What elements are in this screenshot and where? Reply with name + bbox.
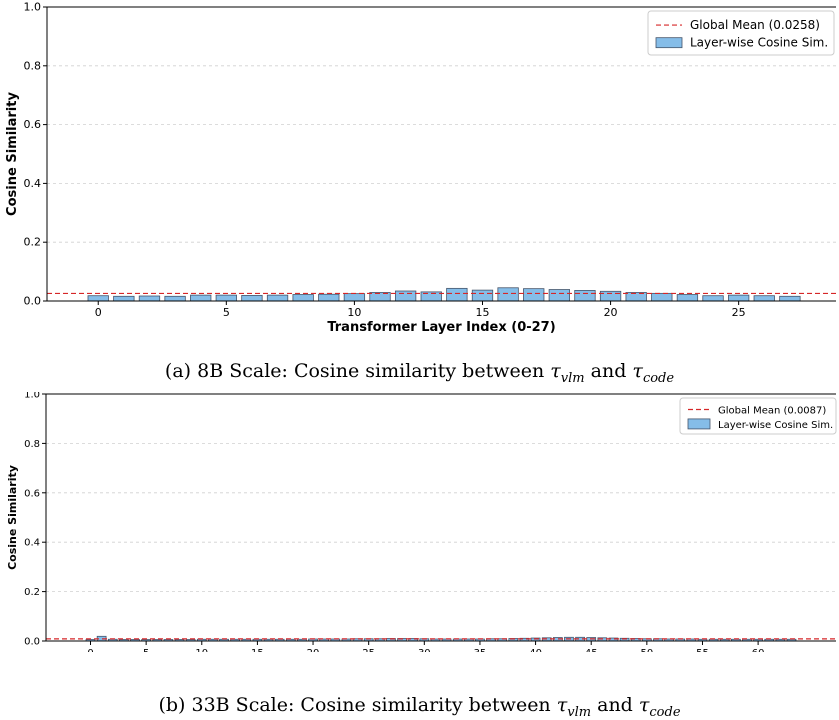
caption-mid: and bbox=[584, 360, 633, 382]
y-tick-label: 0.0 bbox=[24, 637, 40, 648]
tau-symbol: τ bbox=[638, 694, 650, 716]
bar bbox=[87, 295, 109, 302]
legend-box bbox=[679, 397, 837, 435]
tau-symbol: τ bbox=[556, 694, 568, 716]
bar bbox=[471, 289, 494, 302]
chart-panel-8b: 0.0 0.2 0.4 0.6 0.8 1.0 0 5 10 15 20 25 Transformer … bbox=[0, 0, 839, 340]
y-tick-label: 0.2 bbox=[24, 236, 42, 249]
caption-33b: (b) 33B Scale: Cosine similarity between… bbox=[0, 694, 839, 720]
y-axis-label: Cosine Similarity bbox=[5, 92, 20, 216]
legend-bar-swatch bbox=[655, 37, 683, 49]
x-tick-label: 50 bbox=[640, 648, 653, 652]
chart-8b: 0.0 0.2 0.4 0.6 0.8 1.0 0 5 10 15 20 25 Transformer … bbox=[5, 1, 836, 335]
tau-symbol: τ bbox=[632, 360, 643, 382]
x-tick-label: 55 bbox=[696, 648, 709, 652]
y-tick-label: 0.8 bbox=[24, 59, 42, 72]
bar bbox=[523, 288, 545, 302]
x-tick-label: 15 bbox=[251, 648, 264, 652]
bar bbox=[497, 287, 519, 302]
y-tick-label: 0.6 bbox=[24, 488, 40, 499]
y-tick-label: 1.0 bbox=[24, 1, 42, 14]
x-tick-label: 30 bbox=[418, 648, 431, 652]
x-tick-label: 10 bbox=[347, 306, 361, 319]
bar bbox=[190, 294, 212, 302]
x-tick-label: 25 bbox=[362, 648, 375, 652]
tau-subscript: code bbox=[649, 704, 681, 720]
bar bbox=[113, 295, 135, 302]
bar bbox=[292, 294, 314, 302]
x-tick-label: 35 bbox=[474, 648, 487, 652]
bar bbox=[651, 292, 673, 302]
caption-prefix: (a) 8B Scale: Cosine similarity between bbox=[164, 360, 551, 382]
tau-subscript: vlm bbox=[567, 704, 592, 720]
bar bbox=[318, 293, 340, 302]
legend-bar-label: Layer-wise Cosine Sim. bbox=[718, 420, 833, 431]
y-tick-label: 0.0 bbox=[24, 295, 42, 308]
bar bbox=[574, 290, 596, 302]
y-tick-label: 0.4 bbox=[24, 177, 42, 190]
legend-mean-label: Global Mean (0.0258) bbox=[690, 18, 820, 32]
bar bbox=[343, 293, 366, 302]
bar bbox=[676, 294, 699, 302]
x-tick-label: 40 bbox=[529, 648, 542, 652]
legend-box bbox=[647, 10, 835, 56]
x-tick-label: 45 bbox=[585, 648, 598, 652]
bar bbox=[728, 294, 750, 302]
caption-8b: (a) 8B Scale: Cosine similarity between … bbox=[0, 360, 839, 386]
bar bbox=[138, 295, 161, 302]
x-tick-label: 20 bbox=[604, 306, 618, 319]
bar bbox=[215, 294, 237, 302]
tau-subscript: vlm bbox=[560, 370, 585, 386]
legend-bar-label: Layer-wise Cosine Sim. bbox=[690, 36, 828, 50]
tau-subscript: code bbox=[642, 370, 675, 386]
bar bbox=[753, 295, 775, 302]
bar bbox=[266, 294, 289, 302]
bar bbox=[446, 287, 468, 302]
x-tick-label: 20 bbox=[307, 648, 320, 652]
bar bbox=[548, 289, 570, 302]
chart-panel-33b: 0.0 0.2 0.4 0.6 0.8 1.0 0 5 10 15 20 25 30 35 40 45 50 55… bbox=[0, 392, 839, 652]
y-tick-label: 0.8 bbox=[24, 439, 40, 450]
bar bbox=[164, 295, 186, 302]
bar bbox=[779, 295, 801, 302]
y-tick-label: 0.6 bbox=[24, 118, 42, 131]
legend-bar-swatch bbox=[687, 418, 711, 430]
x-tick-label: 0 bbox=[87, 648, 93, 652]
bar bbox=[394, 290, 417, 302]
x-tick-label: 10 bbox=[195, 648, 208, 652]
y-tick-label: 1.0 bbox=[24, 392, 40, 401]
y-tick-label: 0.2 bbox=[24, 587, 40, 598]
x-tick-label: 15 bbox=[475, 306, 489, 319]
y-axis-label: Cosine Similarity bbox=[6, 465, 19, 570]
legend-mean-label: Global Mean (0.0087) bbox=[718, 406, 826, 417]
x-tick-label: 60 bbox=[752, 648, 765, 652]
bar bbox=[599, 290, 622, 302]
x-tick-label: 5 bbox=[223, 306, 230, 319]
x-tick-label: 25 bbox=[732, 306, 746, 319]
tau-symbol: τ bbox=[550, 360, 561, 382]
chart-33b: 0.0 0.2 0.4 0.6 0.8 1.0 0 5 10 15 20 25 30 35 40 45 50 55… bbox=[6, 392, 837, 652]
bar bbox=[702, 295, 724, 302]
y-tick-label: 0.4 bbox=[24, 538, 40, 549]
bar bbox=[241, 295, 263, 302]
caption-mid: and bbox=[591, 694, 639, 716]
caption-prefix: (b) 33B Scale: Cosine similarity between bbox=[158, 694, 557, 716]
x-tick-label: 5 bbox=[143, 648, 149, 652]
x-tick-label: 0 bbox=[95, 306, 102, 319]
x-axis-label: Transformer Layer Index (0-27) bbox=[327, 320, 555, 335]
